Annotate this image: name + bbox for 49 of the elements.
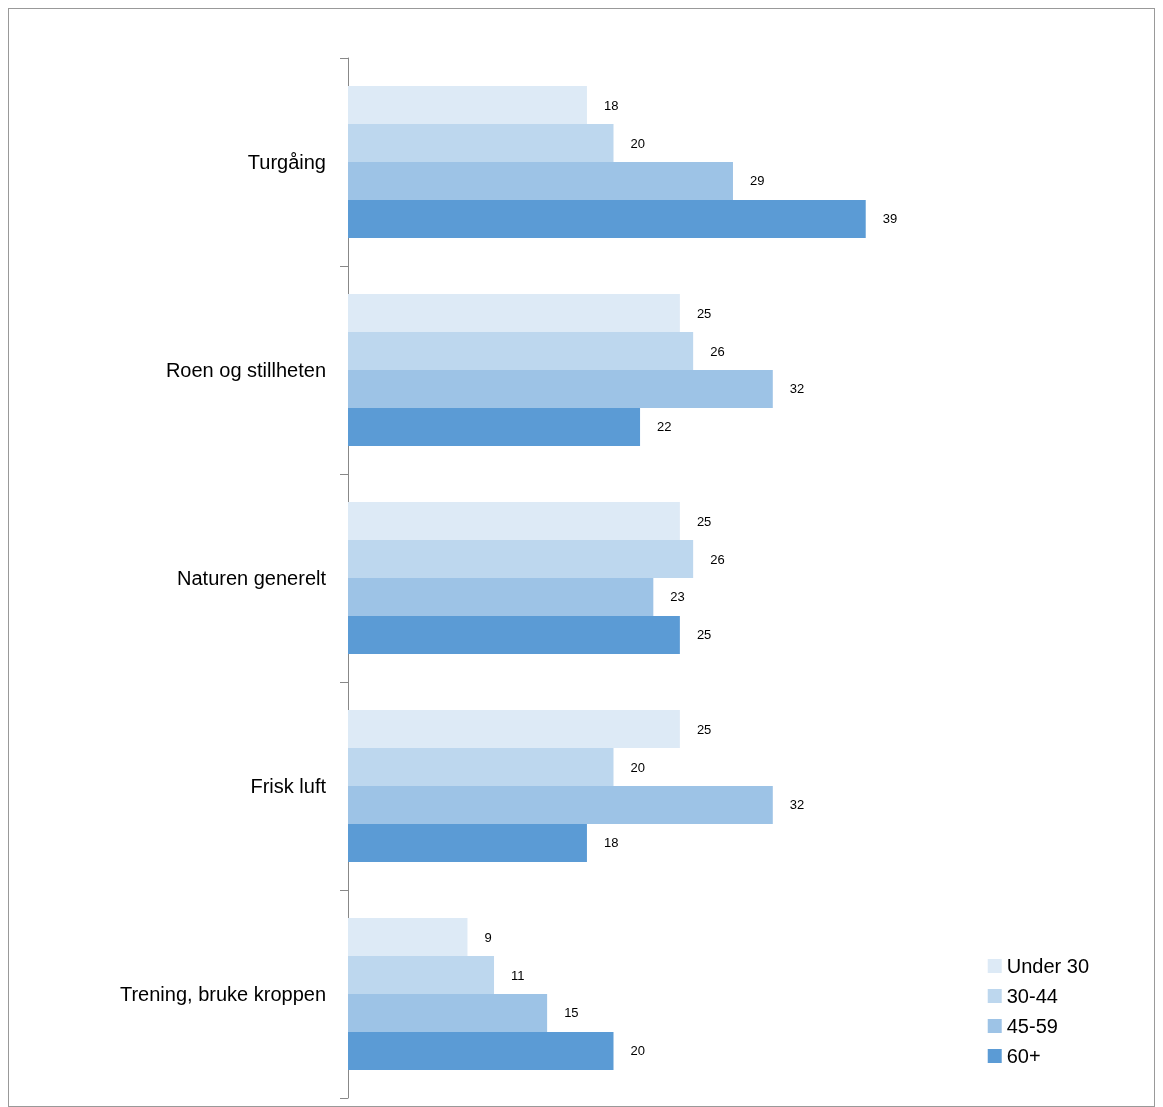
data-label: 32: [789, 797, 805, 813]
data-label: 18: [603, 835, 619, 851]
bar: [348, 956, 495, 994]
bar: [348, 294, 680, 333]
data-label: 23: [670, 589, 685, 605]
data-label: 26: [710, 551, 725, 567]
data-label: 20: [630, 759, 645, 775]
legend-label: 45-59: [1006, 1015, 1058, 1037]
y-tick-label: Roen og stillheten: [165, 359, 326, 381]
data-label: 25: [696, 513, 712, 529]
data-label: 20: [630, 135, 645, 151]
y-tick-label: Frisk luft: [250, 775, 327, 797]
data-label: 22: [657, 419, 672, 435]
data-label: 25: [696, 721, 712, 737]
bar: [348, 86, 587, 125]
y-tick-label: Trening, bruke kroppen: [119, 983, 326, 1005]
bar: [348, 615, 680, 654]
bar: [348, 370, 773, 408]
data-label: 39: [882, 211, 898, 227]
data-label: 15: [564, 1005, 579, 1021]
legend-label: 30-44: [1006, 985, 1058, 1007]
bar: [348, 502, 680, 541]
legend-label: 60+: [1006, 1045, 1041, 1067]
data-label: 20: [630, 1043, 645, 1059]
bar: [348, 1031, 614, 1070]
bar: [348, 407, 641, 446]
data-label: 32: [789, 381, 805, 397]
data-label: 9: [484, 929, 492, 945]
bar: [348, 578, 654, 616]
bar: [348, 199, 866, 238]
data-label: 26: [710, 343, 725, 359]
bar: [348, 124, 614, 162]
bar: [348, 918, 468, 957]
bar: [348, 332, 694, 370]
data-label: 25: [696, 627, 712, 643]
bar: [348, 748, 614, 786]
data-label: 25: [696, 305, 712, 321]
bar: [348, 710, 680, 749]
bar: [348, 994, 548, 1032]
bar: [348, 786, 773, 824]
bar: [348, 823, 587, 862]
data-label: 29: [749, 173, 765, 189]
data-label: 18: [603, 97, 619, 113]
y-tick-label: Turgåing: [247, 151, 326, 173]
y-tick-label: Naturen generelt: [177, 567, 327, 589]
legend-label: Under 30: [1006, 955, 1090, 977]
data-label: 11: [511, 967, 525, 983]
bar: [348, 540, 694, 578]
bar: [348, 162, 733, 200]
